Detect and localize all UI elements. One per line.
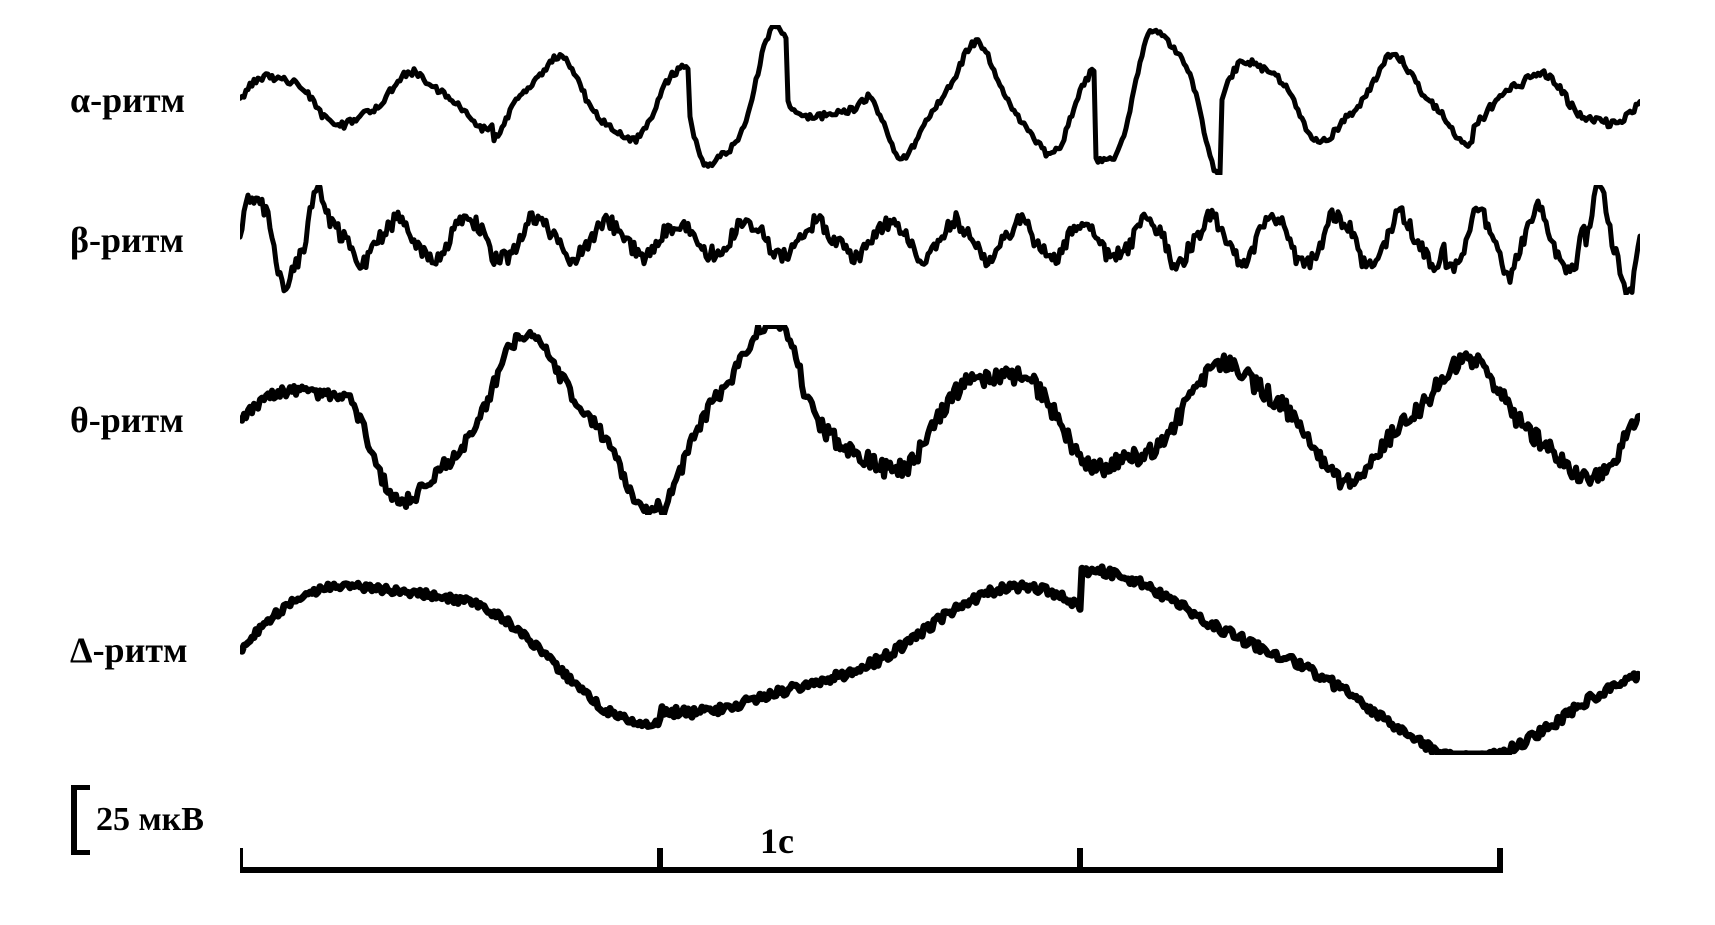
- label-delta: Δ-ритм: [70, 629, 240, 671]
- wave-slot-theta: [240, 325, 1640, 515]
- row-theta: θ-ритм: [70, 325, 1640, 515]
- amplitude-scale-label: 25 мкВ: [96, 801, 204, 839]
- amplitude-scale: 25 мкВ: [70, 785, 204, 855]
- row-alpha: α-ритм: [70, 25, 1640, 175]
- wave-slot-beta: [240, 185, 1640, 295]
- time-scale-axis: [240, 848, 1506, 880]
- label-beta: β-ритм: [70, 219, 240, 261]
- wave-theta: [240, 325, 1640, 515]
- wave-slot-delta: [240, 545, 1640, 755]
- row-delta: Δ-ритм: [70, 545, 1640, 755]
- amplitude-scale-bracket-icon: [70, 785, 92, 855]
- wave-alpha: [240, 25, 1640, 175]
- label-alpha: α-ритм: [70, 79, 240, 121]
- wave-beta: [240, 185, 1640, 295]
- wave-slot-alpha: [240, 25, 1640, 175]
- label-theta: θ-ритм: [70, 399, 240, 441]
- figure-container: α-ритм β-ритм θ-ритм Δ-ритм 25 мкВ 1с: [0, 0, 1715, 925]
- row-beta: β-ритм: [70, 185, 1640, 295]
- wave-delta: [240, 545, 1640, 755]
